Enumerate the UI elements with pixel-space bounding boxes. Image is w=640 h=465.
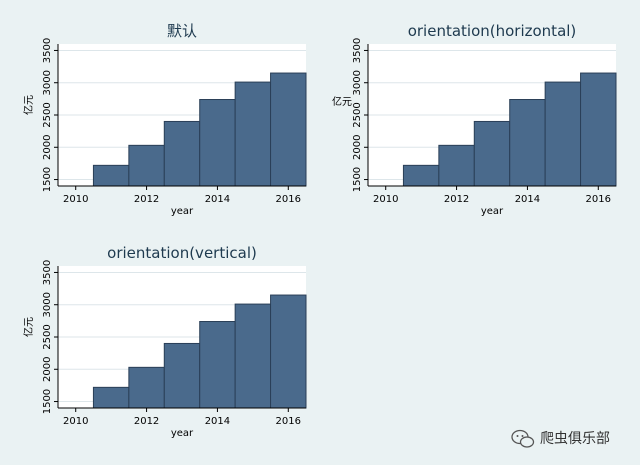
bar (163, 120, 201, 187)
y-tick-label: 2000 (352, 135, 363, 160)
x-axis-label: year (171, 206, 194, 217)
y-tick-label: 1500 (42, 167, 53, 192)
x-tick-label: 2012 (134, 194, 159, 205)
bar (234, 303, 272, 409)
bar (92, 164, 130, 187)
y-tick-label: 1500 (352, 167, 363, 192)
watermark-text: 爬虫俱乐部 (540, 431, 610, 447)
y-tick-label: 2500 (42, 102, 53, 127)
x-tick-label: 2014 (515, 194, 540, 205)
y-axis-label: 亿元 (22, 317, 35, 337)
bar (128, 144, 165, 187)
x-tick-label: 2012 (444, 194, 469, 205)
y-tick-label: 2000 (42, 135, 53, 160)
y-axis-label: 亿元 (22, 95, 35, 115)
bar (234, 81, 272, 187)
bar (270, 72, 307, 187)
y-tick-label: 2500 (352, 102, 363, 127)
y-tick-label: 3000 (42, 292, 53, 317)
bar (128, 366, 165, 409)
y-tick-label: 2500 (42, 324, 53, 349)
x-tick-label: 2010 (63, 194, 88, 205)
y-tick-label: 3000 (42, 70, 53, 95)
y-tick-label: 3500 (352, 38, 363, 63)
bar (580, 72, 617, 187)
bar (438, 144, 475, 187)
bar (199, 321, 236, 409)
bar (544, 81, 582, 187)
chart-panel: orientation(horizontal) 1500 2000 2500 3000 3… (332, 22, 617, 217)
x-axis-label: year (171, 428, 194, 439)
bar (270, 294, 307, 409)
y-tick-label: 3500 (42, 260, 53, 285)
y-tick-label: 2000 (42, 357, 53, 382)
bar (509, 99, 546, 187)
bar (163, 342, 201, 409)
chart-panels: 默认 1500 2000 2500 3000 3500 2010 2012 2014 2016 ye… (22, 22, 617, 439)
chart-title: orientation(horizontal) (408, 22, 577, 40)
y-axis-label: 亿元 (332, 95, 352, 108)
x-tick-label: 2010 (373, 194, 398, 205)
chart-panel: 默认 1500 2000 2500 3000 3500 2010 2012 2014 2016 ye… (22, 22, 307, 217)
chart-title: 默认 (167, 22, 197, 40)
bar (199, 99, 236, 187)
wechat-icon (511, 429, 535, 448)
bar (473, 120, 511, 187)
y-tick-label: 1500 (42, 389, 53, 414)
x-tick-label: 2016 (586, 194, 611, 205)
x-tick-label: 2016 (276, 416, 301, 427)
x-tick-label: 2012 (134, 416, 159, 427)
x-tick-label: 2016 (276, 194, 301, 205)
chart-panel: orientation(vertical) 1500 2000 2500 3000 350… (22, 244, 307, 439)
watermark: 爬虫俱乐部 (511, 429, 610, 448)
x-tick-label: 2014 (205, 416, 230, 427)
y-tick-label: 3000 (352, 70, 363, 95)
chart-title: orientation(vertical) (107, 244, 257, 262)
bar (92, 386, 130, 409)
x-tick-label: 2014 (205, 194, 230, 205)
x-axis-label: year (481, 206, 504, 217)
y-tick-label: 3500 (42, 38, 53, 63)
bar (402, 164, 440, 187)
x-tick-label: 2010 (63, 416, 88, 427)
